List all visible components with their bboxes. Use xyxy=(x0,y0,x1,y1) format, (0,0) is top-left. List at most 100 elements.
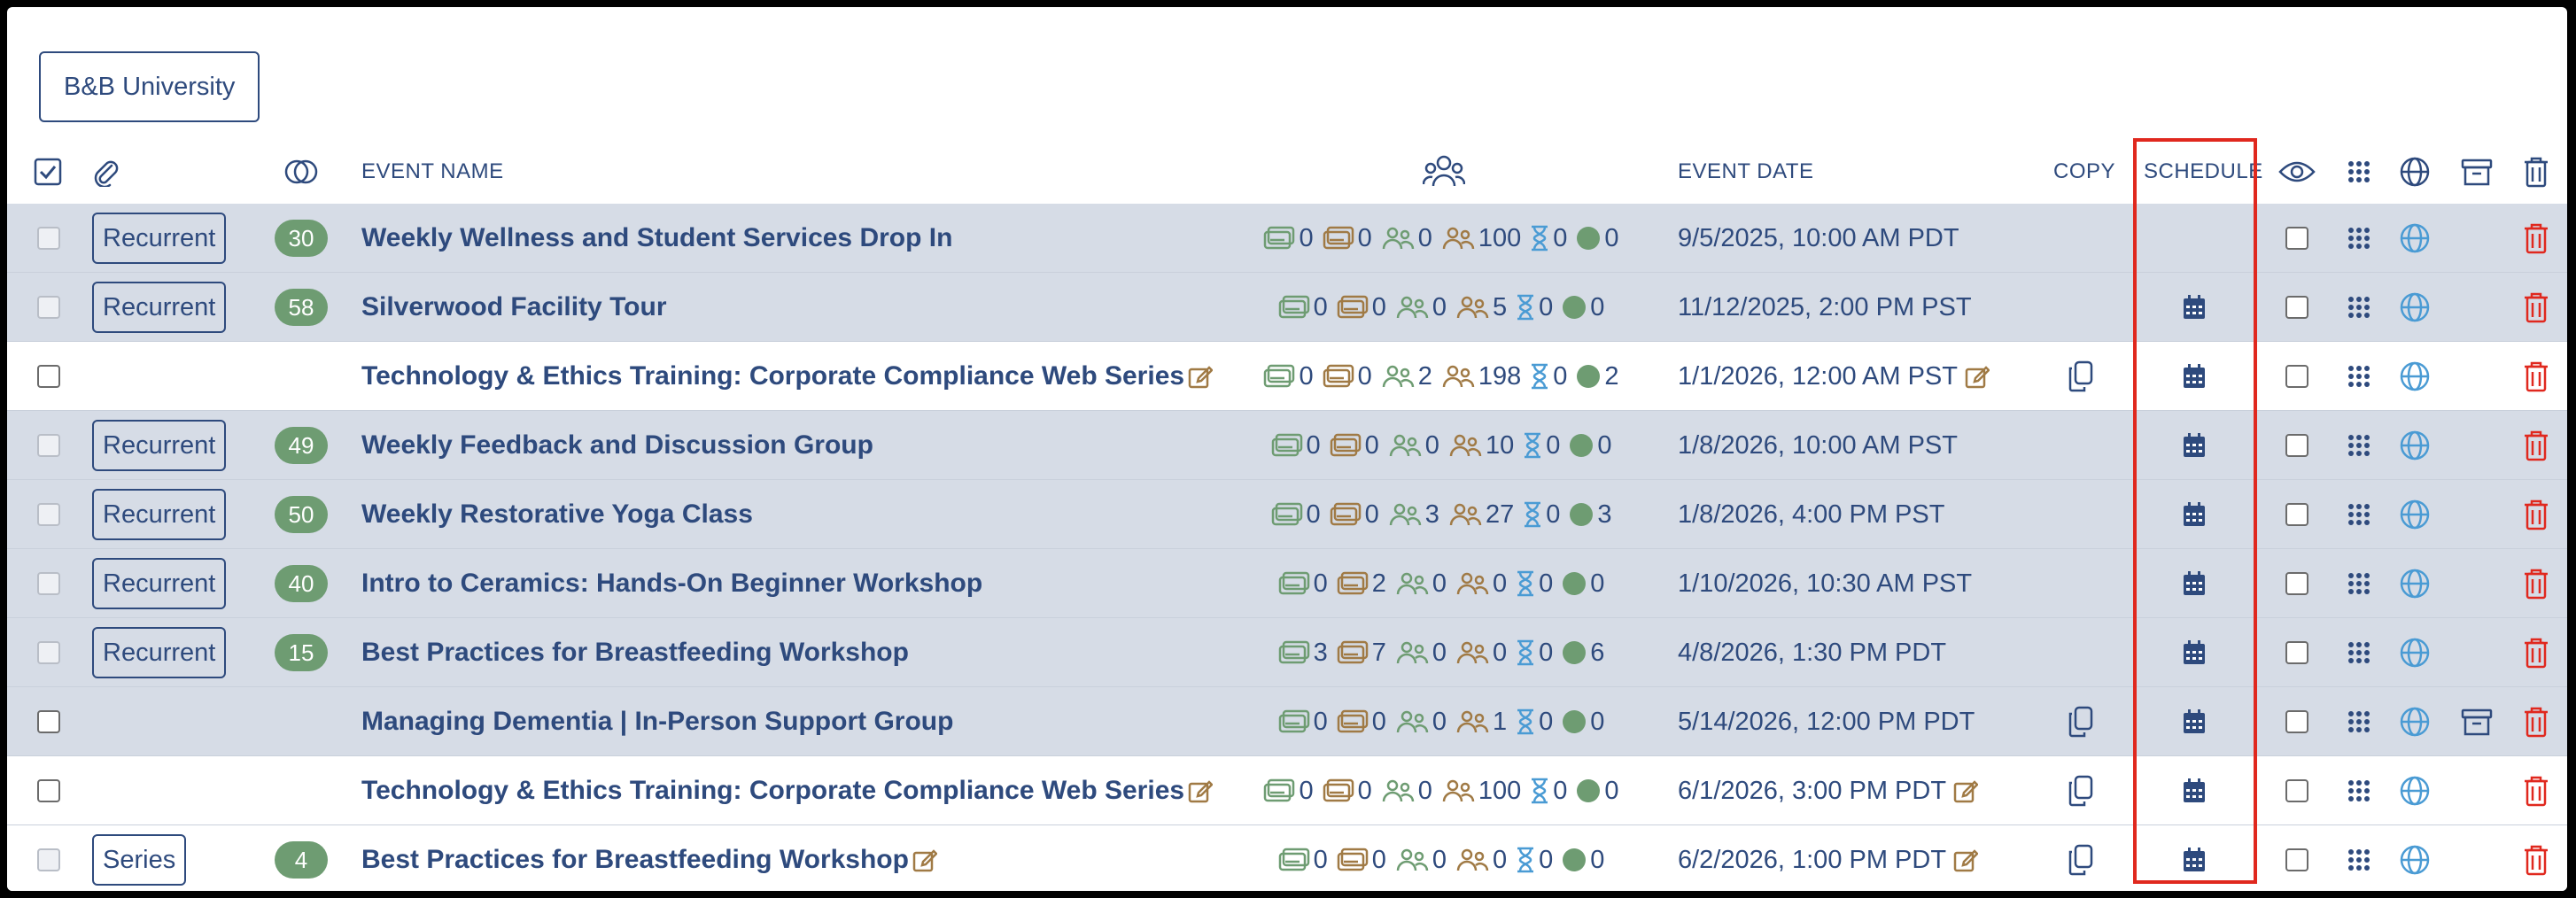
event-name-text[interactable]: Weekly Restorative Yoga Class xyxy=(361,499,753,529)
globe-icon[interactable] xyxy=(2399,430,2431,461)
table-row[interactable]: Recurrent 15 Best Practices for Breastfeed… xyxy=(7,618,2567,687)
edit-name-icon[interactable] xyxy=(1188,778,1214,803)
visibility-checkbox[interactable] xyxy=(2285,434,2308,457)
event-name-text[interactable]: Best Practices for Breastfeeding Worksho… xyxy=(361,638,909,667)
event-name-text[interactable]: Weekly Wellness and Student Services Dro… xyxy=(361,223,953,252)
grid-dots-icon[interactable] xyxy=(2347,365,2370,388)
event-name-text[interactable]: Silverwood Facility Tour xyxy=(361,292,667,321)
calendar-icon[interactable] xyxy=(2183,433,2206,458)
globe-icon[interactable] xyxy=(2399,706,2431,738)
event-name-text[interactable]: Managing Dementia | In-Person Support Gr… xyxy=(361,707,954,736)
event-name-text[interactable]: Technology & Ethics Training: Corporate … xyxy=(361,776,1185,805)
event-type-tag[interactable]: Recurrent xyxy=(92,282,227,333)
visibility-checkbox[interactable] xyxy=(2285,296,2308,319)
grid-dots-icon[interactable] xyxy=(2347,503,2370,526)
event-type-tag[interactable]: Recurrent xyxy=(92,489,227,540)
visibility-checkbox[interactable] xyxy=(2285,365,2308,388)
visibility-checkbox[interactable] xyxy=(2285,503,2308,526)
globe-icon[interactable] xyxy=(2399,499,2431,530)
visibility-checkbox[interactable] xyxy=(2285,572,2308,595)
row-checkbox[interactable] xyxy=(37,572,60,595)
copy-icon[interactable] xyxy=(2067,844,2093,876)
grid-dots-icon[interactable] xyxy=(2347,227,2370,250)
trash-icon[interactable] xyxy=(2523,775,2549,807)
row-checkbox[interactable] xyxy=(37,779,60,802)
trash-icon[interactable] xyxy=(2523,499,2549,530)
row-checkbox[interactable] xyxy=(37,227,60,250)
visibility-checkbox[interactable] xyxy=(2285,779,2308,802)
table-row[interactable]: Series 4 Best Practices for Breastfeeding … xyxy=(7,825,2567,891)
header-event-name[interactable]: EVENT NAME xyxy=(361,159,504,183)
calendar-icon[interactable] xyxy=(2183,709,2206,734)
event-name-text[interactable]: Technology & Ethics Training: Corporate … xyxy=(361,361,1185,391)
table-row[interactable]: Technology & Ethics Training: Corporate … xyxy=(7,342,2567,411)
globe-icon[interactable] xyxy=(2399,637,2431,669)
visibility-checkbox[interactable] xyxy=(2285,848,2308,871)
event-name-link[interactable]: Best Practices for Breastfeeding Worksho… xyxy=(361,845,937,875)
event-type-tag[interactable]: Recurrent xyxy=(92,213,227,264)
row-checkbox[interactable] xyxy=(37,710,60,733)
table-row[interactable]: Technology & Ethics Training: Corporate … xyxy=(7,756,2567,825)
calendar-icon[interactable] xyxy=(2183,778,2206,803)
row-checkbox[interactable] xyxy=(37,641,60,664)
calendar-icon[interactable] xyxy=(2183,571,2206,596)
table-row[interactable]: Managing Dementia | In-Person Support Gr… xyxy=(7,687,2567,756)
grid-dots-icon[interactable] xyxy=(2347,710,2370,733)
event-name-text[interactable]: Intro to Ceramics: Hands-On Beginner Wor… xyxy=(361,569,983,598)
event-name-text[interactable]: Weekly Feedback and Discussion Group xyxy=(361,430,873,460)
edit-date-icon[interactable] xyxy=(1953,778,1979,803)
copy-icon[interactable] xyxy=(2067,775,2093,807)
calendar-icon[interactable] xyxy=(2183,364,2206,389)
table-row[interactable]: Recurrent 50 Weekly Restorative Yoga Class… xyxy=(7,480,2567,549)
calendar-icon[interactable] xyxy=(2183,295,2206,320)
globe-icon[interactable] xyxy=(2399,775,2431,807)
event-name-link[interactable]: Technology & Ethics Training: Corporate … xyxy=(361,776,1214,806)
event-name-link[interactable]: Silverwood Facility Tour xyxy=(361,292,667,322)
trash-icon[interactable] xyxy=(2523,844,2549,876)
trash-icon[interactable] xyxy=(2523,706,2549,738)
edit-name-icon[interactable] xyxy=(912,848,937,872)
event-name-link[interactable]: Weekly Wellness and Student Services Dro… xyxy=(361,223,952,253)
trash-icon[interactable] xyxy=(2523,430,2549,461)
calendar-icon[interactable] xyxy=(2183,640,2206,665)
header-event-date[interactable]: EVENT DATE xyxy=(1678,159,1814,183)
globe-icon[interactable] xyxy=(2399,568,2431,600)
event-name-link[interactable]: Weekly Feedback and Discussion Group xyxy=(361,430,873,461)
trash-icon[interactable] xyxy=(2523,291,2549,323)
trash-icon[interactable] xyxy=(2523,637,2549,669)
visibility-checkbox[interactable] xyxy=(2285,227,2308,250)
grid-dots-icon[interactable] xyxy=(2347,572,2370,595)
event-name-link[interactable]: Weekly Restorative Yoga Class xyxy=(361,499,753,530)
event-name-link[interactable]: Best Practices for Breastfeeding Worksho… xyxy=(361,638,909,668)
copy-icon[interactable] xyxy=(2067,360,2093,392)
copy-icon[interactable] xyxy=(2067,706,2093,738)
table-row[interactable]: Recurrent 30 Weekly Wellness and Student S… xyxy=(7,204,2567,273)
grid-dots-icon[interactable] xyxy=(2347,434,2370,457)
globe-icon[interactable] xyxy=(2399,291,2431,323)
event-name-link[interactable]: Technology & Ethics Training: Corporate … xyxy=(361,361,1214,391)
grid-dots-icon[interactable] xyxy=(2347,641,2370,664)
event-type-tag[interactable]: Recurrent xyxy=(92,627,227,678)
trash-icon[interactable] xyxy=(2523,568,2549,600)
trash-icon[interactable] xyxy=(2523,360,2549,392)
globe-icon[interactable] xyxy=(2399,844,2431,876)
edit-date-icon[interactable] xyxy=(1965,364,1990,389)
edit-name-icon[interactable] xyxy=(1188,364,1214,389)
archive-icon[interactable] xyxy=(2461,708,2493,736)
event-type-tag[interactable]: Series xyxy=(92,834,187,886)
event-name-text[interactable]: Best Practices for Breastfeeding Worksho… xyxy=(361,845,909,874)
table-row[interactable]: Recurrent 49 Weekly Feedback and Discussio… xyxy=(7,411,2567,480)
organization-button[interactable]: B&B University xyxy=(39,51,260,122)
globe-icon[interactable] xyxy=(2399,360,2431,392)
table-row[interactable]: Recurrent 40 Intro to Ceramics: Hands-On B… xyxy=(7,549,2567,618)
grid-dots-icon[interactable] xyxy=(2347,296,2370,319)
calendar-icon[interactable] xyxy=(2183,848,2206,872)
row-checkbox[interactable] xyxy=(37,503,60,526)
grid-dots-icon[interactable] xyxy=(2347,848,2370,871)
row-checkbox[interactable] xyxy=(37,365,60,388)
visibility-checkbox[interactable] xyxy=(2285,641,2308,664)
globe-icon[interactable] xyxy=(2399,222,2431,254)
event-name-link[interactable]: Managing Dementia | In-Person Support Gr… xyxy=(361,707,953,737)
select-all-checkbox-icon[interactable] xyxy=(34,140,62,204)
visibility-checkbox[interactable] xyxy=(2285,710,2308,733)
